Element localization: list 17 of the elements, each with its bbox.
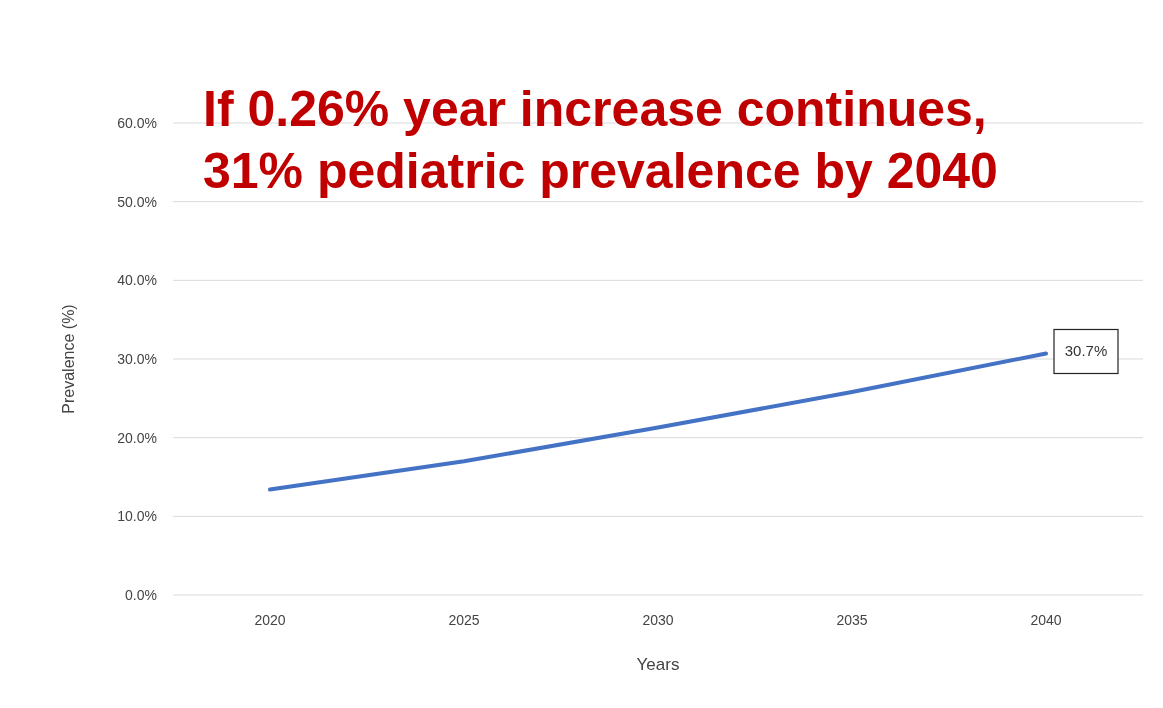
y-tick-label: 60.0% (117, 114, 157, 131)
y-tick-label: 0.0% (125, 586, 157, 603)
x-tick-label: 2035 (836, 611, 868, 628)
x-tick-label: 2025 (448, 611, 480, 628)
line-series (268, 351, 1048, 492)
y-tick-label: 40.0% (117, 272, 157, 289)
y-tick-label: 30.0% (117, 350, 157, 367)
y-tick-label: 50.0% (117, 193, 157, 210)
x-axis-title: Years (636, 655, 680, 674)
y-tick-label: 10.0% (117, 508, 157, 525)
x-tick-label: 2030 (642, 611, 674, 628)
y-axis-title: Prevalence (%) (59, 304, 77, 414)
chart-title: If 0.26% year increase continues, 31% pediatric prevalence by 2040 (203, 80, 998, 201)
data-label: 30.7% (1064, 342, 1108, 360)
x-tick-label: 2040 (1030, 611, 1062, 628)
y-tick-label: 20.0% (117, 429, 157, 446)
x-tick-label: 2020 (254, 611, 286, 628)
